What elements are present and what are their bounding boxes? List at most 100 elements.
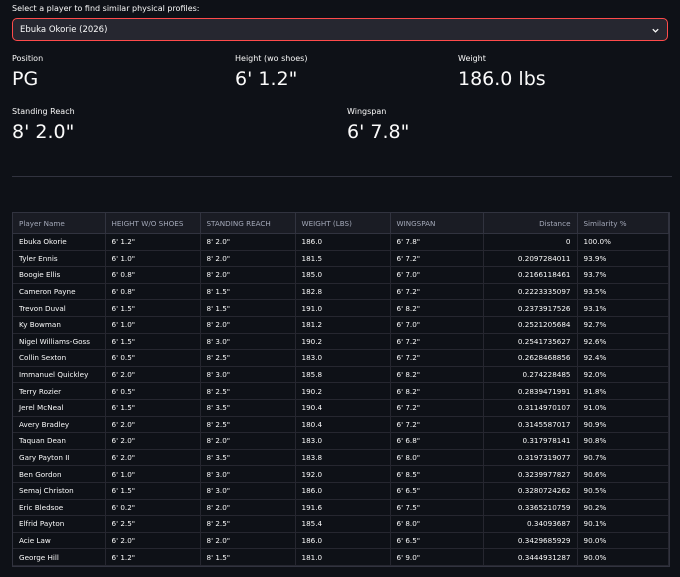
table-row: Jerel McNeal 6' 1.5" 8' 3.5" 190.4 6' 7.2" 0.… [13,399,669,417]
table-cell: 8' 2.5" [200,382,296,400]
table-cell: 185.4 [295,515,391,533]
table-cell: 0.2839471991 [483,382,578,400]
table-cell: 0.3197319077 [483,449,578,467]
table-cell: 0.3114970107 [483,399,578,417]
player-select[interactable]: Ebuka Okorie (2026) [12,18,668,41]
metric-label: Wingspan [347,107,387,116]
metric-value: 6' 7.8" [347,121,410,143]
table-cell: 6' 1.0" [105,250,201,268]
table-cell: 8' 3.5" [200,399,296,417]
metric-label: Height (wo shoes) [235,54,308,63]
table-cell: 6' 8.2" [390,299,484,317]
table-cell: 8' 3.0" [200,333,296,351]
table-cell: 90.1% [577,515,669,533]
table-cell: 6' 1.5" [105,333,201,351]
table-cell: 6' 7.0" [390,316,484,334]
table-cell: 6' 0.8" [105,283,201,301]
table-cell: 6' 0.5" [105,382,201,400]
table-row: Boogie Ellis 6' 0.8" 8' 2.0" 185.0 6' 7.0" 0.… [13,266,669,284]
table-cell: Ebuka Okorie [13,233,106,251]
table-cell: Terry Rozier [13,382,106,400]
metric-value: 6' 1.2" [235,68,298,90]
table-cell: Trevon Duval [13,299,106,317]
table-cell: 6' 1.5" [105,482,201,500]
table-cell: 92.0% [577,366,669,384]
table-body: Ebuka Okorie 6' 1.2" 8' 2.0" 186.0 6' 7.8" 0 1… [13,233,669,566]
table-cell: Immanuel Quickley [13,366,106,384]
table-cell: 183.0 [295,432,391,450]
table-cell: 8' 3.5" [200,449,296,467]
table-row: Cameron Payne 6' 0.8" 8' 1.5" 182.8 6' 7.2" 0… [13,283,669,301]
table-cell: 8' 1.5" [200,548,296,566]
table-row: Ky Bowman 6' 1.0" 8' 2.0" 181.2 6' 7.0" 0.252… [13,316,669,334]
table-cell: 93.1% [577,299,669,317]
table-cell: 90.0% [577,548,669,566]
table-cell: 6' 8.0" [390,449,484,467]
table-cell: 185.0 [295,266,391,284]
table-cell: Boogie Ellis [13,266,106,284]
table-row: Collin Sexton 6' 0.5" 8' 2.5" 183.0 6' 7.2" 0… [13,349,669,367]
table-cell: 183.0 [295,349,391,367]
table-cell: 0.34093687 [483,515,578,533]
table-cell: 0.3280724262 [483,482,578,500]
table-cell: 0.317978141 [483,432,578,450]
table-cell: 0.274228485 [483,366,578,384]
table-cell: 0.3239977827 [483,465,578,483]
table-cell: 8' 3.0" [200,366,296,384]
table-cell: 8' 2.0" [200,233,296,251]
table-cell: Elfrid Payton [13,515,106,533]
table-cell: Acie Law [13,532,106,550]
table-cell: Avery Bradley [13,416,106,434]
table-cell: 6' 9.0" [390,548,484,566]
table-cell: 8' 1.5" [200,283,296,301]
table-cell: 6' 2.0" [105,432,201,450]
table-cell: 90.9% [577,416,669,434]
table-cell: 181.5 [295,250,391,268]
table-cell: 6' 1.5" [105,399,201,417]
table-row: Tyler Ennis 6' 1.0" 8' 2.0" 181.5 6' 7.2" 0.2… [13,250,669,268]
table-cell: Tyler Ennis [13,250,106,268]
metric-label: Weight [458,54,486,63]
table-cell: 6' 6.5" [390,482,484,500]
table-row: Semaj Christon 6' 1.5" 8' 3.0" 186.0 6' 6.5"… [13,482,669,500]
table-cell: 0.2541735627 [483,333,578,351]
table-cell: Collin Sexton [13,349,106,367]
column-header: WEIGHT (LBS) [295,213,391,234]
table-cell: Semaj Christon [13,482,106,500]
table-cell: 6' 7.2" [390,416,484,434]
table-cell: 6' 7.2" [390,283,484,301]
table-row: Taquan Dean 6' 2.0" 8' 2.0" 183.0 6' 6.8" 0.3… [13,432,669,450]
table-cell: 6' 1.0" [105,316,201,334]
table-cell: 90.6% [577,465,669,483]
table-row: Immanuel Quickley 6' 2.0" 8' 3.0" 185.8 6' 8… [13,366,669,384]
table-cell: Taquan Dean [13,432,106,450]
table-cell: 186.0 [295,532,391,550]
table-cell: 6' 7.5" [390,499,484,517]
metric-label: Standing Reach [12,107,75,116]
table-cell: 6' 8.2" [390,382,484,400]
table-cell: 6' 2.0" [105,532,201,550]
table-cell: 8' 2.0" [200,499,296,517]
table-cell: Eric Bledsoe [13,499,106,517]
select-label: Select a player to find similar physical… [12,4,200,13]
table-row: Trevon Duval 6' 1.5" 8' 1.5" 191.0 6' 8.2" 0.… [13,299,669,317]
table-cell: 0.3429685929 [483,532,578,550]
table-cell: 8' 3.0" [200,482,296,500]
table-cell: 181.0 [295,548,391,566]
table-cell: 0.2166118461 [483,266,578,284]
table-cell: 0.2521205684 [483,316,578,334]
chevron-icon [652,28,659,33]
table-cell: 6' 0.2" [105,499,201,517]
column-header: Player Name [13,213,106,234]
table-cell: 93.7% [577,266,669,284]
metric-value: 186.0 lbs [458,68,546,90]
table-cell: 8' 2.0" [200,432,296,450]
table-cell: 90.5% [577,482,669,500]
table-cell: 6' 7.2" [390,349,484,367]
table-cell: 8' 2.5" [200,349,296,367]
table-cell: 191.0 [295,299,391,317]
metric-value: PG [12,68,39,90]
table-cell: 185.8 [295,366,391,384]
table-cell: 0.3145587017 [483,416,578,434]
